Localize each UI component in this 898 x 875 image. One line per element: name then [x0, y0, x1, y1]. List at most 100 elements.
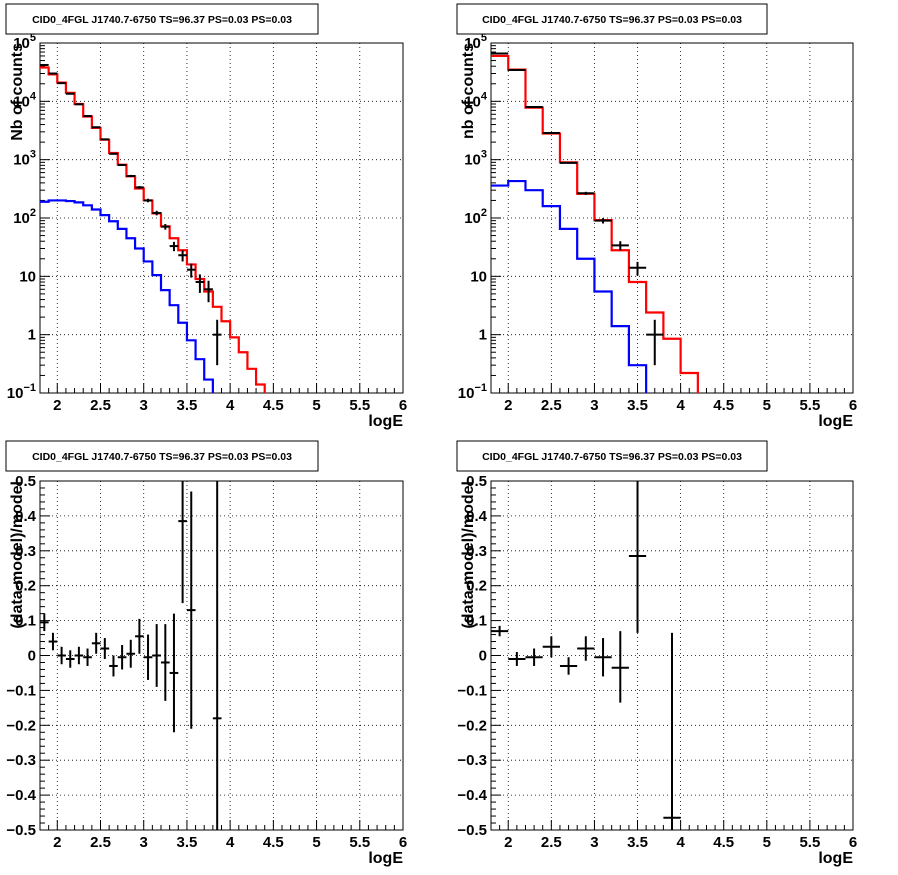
- y-tick-label: 103: [13, 149, 36, 169]
- x-tick-label: 2: [504, 834, 512, 851]
- data-point: [117, 645, 127, 670]
- histogram-series-2: [40, 199, 214, 393]
- x-axis-label: logE: [818, 850, 853, 867]
- data-point: [109, 655, 118, 677]
- y-axis-label: nb of counts: [460, 43, 477, 139]
- data-point: [161, 624, 170, 701]
- data-point: [204, 280, 213, 303]
- x-tick-label: 2.5: [90, 834, 111, 851]
- data-point: [577, 191, 595, 195]
- y-tick-label: −0.2: [457, 717, 487, 734]
- data-point: [161, 223, 170, 230]
- x-tick-label: 2.5: [541, 397, 562, 414]
- x-tick-label: 2.5: [90, 397, 111, 414]
- y-tick-label: −0.3: [457, 752, 487, 769]
- y-tick-label: 0: [479, 648, 487, 665]
- data-point: [594, 638, 612, 677]
- y-tick-label: −0.5: [457, 822, 487, 839]
- data-point: [542, 636, 560, 658]
- plot-data: [40, 481, 222, 830]
- data-point: [169, 613, 179, 733]
- title-box: [456, 440, 768, 472]
- data-point: [91, 126, 101, 129]
- data-point: [126, 639, 136, 668]
- data-point: [100, 638, 110, 659]
- title-box: [5, 440, 319, 472]
- y-tick-label: −0.4: [457, 787, 487, 804]
- y-tick-label: 10−1: [458, 382, 487, 402]
- plot-data: [491, 52, 699, 393]
- x-tick-label: 4.5: [713, 397, 734, 414]
- y-tick-label: 10: [19, 268, 36, 285]
- data-point: [143, 198, 153, 203]
- chart-panel-2: 2 2.5 3 3.5 4 4.5 5 5.5 6 10−1 1 10 102 103 104 105 logE…: [456, 3, 857, 430]
- y-tick-label: 105: [13, 32, 36, 52]
- x-tick-label: 3.5: [627, 397, 648, 414]
- y-tick-label: 105: [464, 32, 487, 52]
- x-axis-label: logE: [368, 413, 403, 430]
- data-point: [178, 481, 187, 604]
- data-point: [169, 241, 179, 252]
- y-tick-label: 0.1: [466, 613, 487, 630]
- histogram-series-1: [40, 66, 266, 393]
- data-point: [646, 319, 664, 366]
- plot-data: [40, 63, 266, 393]
- title-box: [5, 3, 319, 35]
- y-tick-label: 0.4: [15, 508, 37, 525]
- x-tick-label: 5.5: [799, 397, 820, 414]
- x-tick-label: 6: [849, 397, 857, 414]
- x-tick-label: 4.5: [713, 834, 734, 851]
- x-tick-label: 3: [140, 397, 148, 414]
- data-point: [594, 218, 612, 224]
- data-point: [525, 648, 543, 666]
- data-point: [212, 481, 222, 830]
- data-point: [186, 491, 196, 729]
- y-tick-label: 0.3: [466, 543, 487, 560]
- x-tick-label: 3: [590, 834, 598, 851]
- x-tick-label: 6: [399, 397, 407, 414]
- data-point: [91, 632, 101, 654]
- x-tick-label: 3: [140, 834, 148, 851]
- x-tick-label: 3.5: [176, 834, 197, 851]
- y-tick-label: 102: [464, 207, 487, 227]
- x-tick-label: 6: [849, 834, 857, 851]
- title-box: [456, 3, 768, 35]
- chart-panel-3: 2 2.5 3 3.5 4 4.5 5 5.5 6 −0.5 −0.4 −0.3 −0.2 −0.1 0 0.…: [5, 440, 407, 867]
- x-tick-label: 5.5: [349, 834, 370, 851]
- data-point: [57, 646, 66, 665]
- data-point: [65, 650, 75, 668]
- data-point: [152, 624, 161, 687]
- data-point: [117, 164, 127, 167]
- x-tick-label: 4: [226, 397, 235, 414]
- y-tick-label: 0.5: [15, 473, 36, 490]
- y-tick-label: 103: [464, 149, 487, 169]
- x-tick-label: 5: [763, 834, 771, 851]
- axis-ticks: [39, 42, 404, 394]
- y-tick-label: 102: [13, 207, 36, 227]
- x-tick-label: 2: [504, 397, 512, 414]
- data-point: [577, 636, 595, 661]
- plot-data: [491, 481, 681, 830]
- y-axis-label: Nb of counts: [9, 43, 26, 141]
- chart-panel-4: 2 2.5 3 3.5 4 4.5 5 5.5 6 −0.5 −0.4 −0.3 −0.2 −0.1 0 0.…: [456, 440, 857, 867]
- chart-title: CID0_4FGL J1740.7-6750 TS=96.37 PS=0.03 …: [32, 14, 292, 26]
- y-tick-label: −0.4: [6, 787, 36, 804]
- data-point: [559, 657, 578, 675]
- x-tick-label: 5: [763, 397, 771, 414]
- data-point: [628, 481, 647, 633]
- chart-panel-1: 2 2.5 3 3.5 4 4.5 5 5.5 6 10−1 1 10 102 103 104 105 logE…: [5, 3, 407, 430]
- grid: [40, 43, 403, 393]
- axis-ticks: [490, 480, 854, 831]
- data-point: [628, 261, 647, 276]
- data-point: [74, 646, 84, 665]
- histogram-series-2: [491, 179, 648, 393]
- y-tick-label: −0.1: [6, 682, 36, 699]
- y-axis-label: (data-model)/model: [460, 481, 477, 629]
- data-point: [83, 115, 92, 118]
- x-tick-label: 4.5: [263, 397, 284, 414]
- y-tick-label: −0.2: [6, 717, 36, 734]
- data-point: [40, 613, 49, 632]
- grid: [491, 43, 853, 393]
- x-tick-label: 4: [676, 834, 685, 851]
